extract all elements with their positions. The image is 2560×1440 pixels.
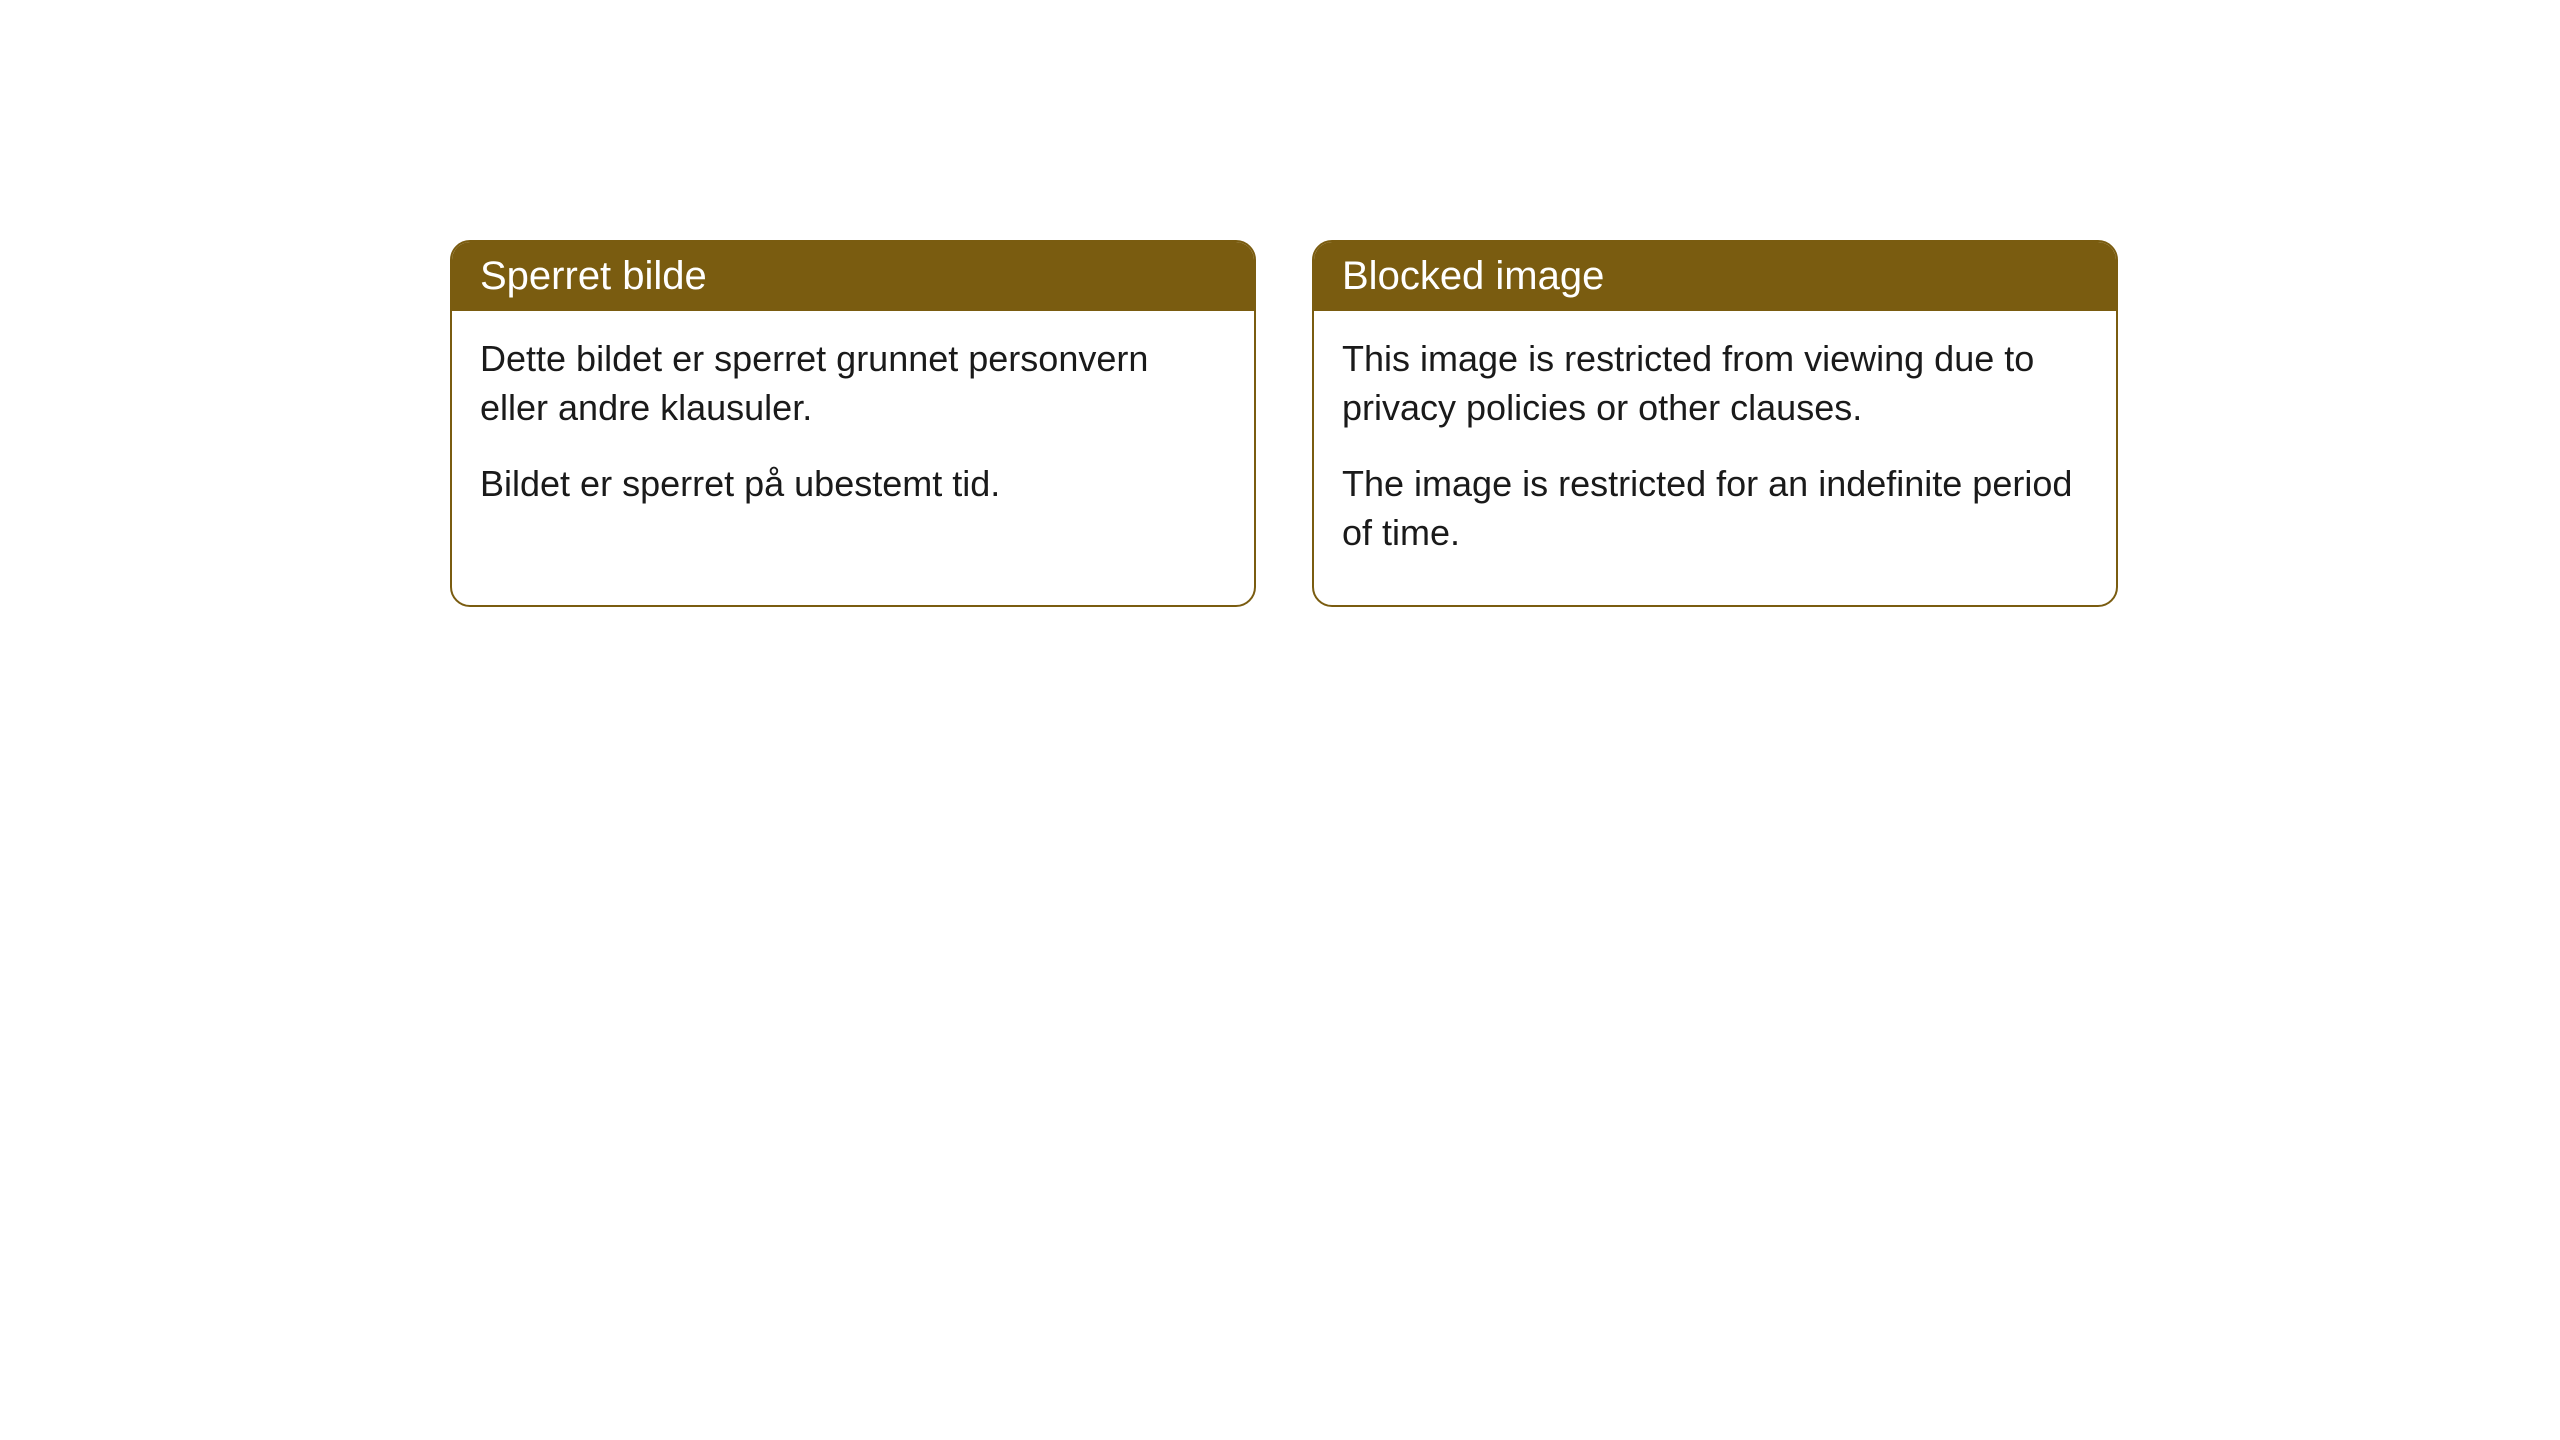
card-title: Blocked image — [1342, 254, 1604, 298]
card-body: This image is restricted from viewing du… — [1314, 311, 2116, 605]
card-header: Blocked image — [1314, 242, 2116, 311]
card-header: Sperret bilde — [452, 242, 1254, 311]
card-body: Dette bildet er sperret grunnet personve… — [452, 311, 1254, 557]
card-paragraph-2: Bildet er sperret på ubestemt tid. — [480, 460, 1226, 509]
card-paragraph-1: Dette bildet er sperret grunnet personve… — [480, 335, 1226, 432]
notice-card-norwegian: Sperret bilde Dette bildet er sperret gr… — [450, 240, 1256, 607]
notice-card-english: Blocked image This image is restricted f… — [1312, 240, 2118, 607]
card-paragraph-2: The image is restricted for an indefinit… — [1342, 460, 2088, 557]
card-paragraph-1: This image is restricted from viewing du… — [1342, 335, 2088, 432]
card-title: Sperret bilde — [480, 254, 707, 298]
notice-container: Sperret bilde Dette bildet er sperret gr… — [450, 240, 2118, 607]
